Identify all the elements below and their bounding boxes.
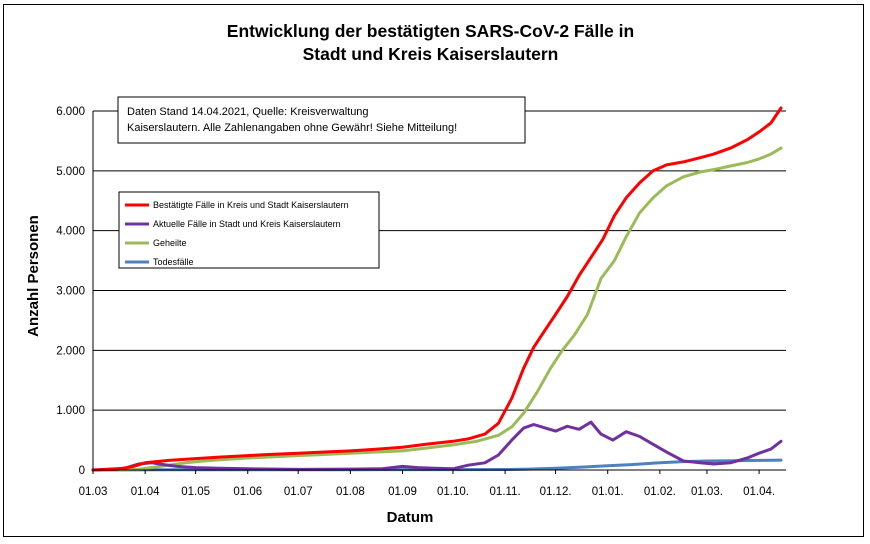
annotation-text: Daten Stand 14.04.2021, Quelle: Kreisver… — [127, 106, 369, 118]
x-tick-label: 01.11. — [490, 486, 521, 498]
legend-label: Aktuelle Fälle in Stadt und Kreis Kaiser… — [153, 219, 341, 229]
y-tick-label: 5.000 — [56, 166, 85, 178]
x-tick-label: 01.03 — [79, 486, 108, 498]
x-tick-label: 01.02. — [644, 486, 676, 498]
legend-frame — [118, 191, 380, 269]
annotation-box: Daten Stand 14.04.2021, Quelle: Kreisver… — [117, 96, 526, 144]
legend: Bestätigte Fälle in Kreis und Stadt Kais… — [118, 191, 380, 269]
x-tick-label: 01.04. — [743, 486, 775, 498]
series-layer — [91, 106, 783, 472]
y-tick-label: 3.000 — [56, 286, 85, 298]
legend-label: Todesfälle — [153, 257, 194, 267]
x-tick-label: 01.09 — [388, 486, 417, 498]
x-tick-label: 01.07 — [284, 486, 313, 498]
series-line — [91, 106, 783, 472]
series-line — [91, 420, 783, 472]
y-axis-title: Anzahl Personen — [25, 215, 42, 337]
y-tick-label: 6.000 — [56, 106, 85, 118]
x-tick-label: 01.03. — [691, 486, 723, 498]
chart-title: Entwicklung der bestätigten SARS-CoV-2 F… — [226, 21, 635, 64]
legend-label: Geheilte — [153, 238, 187, 248]
x-axis-title: Datum — [387, 509, 434, 526]
series-line — [91, 146, 783, 472]
annotation-text: Kaiserslautern. Alle Zahlenangaben ohne … — [127, 122, 457, 134]
y-tick-label: 4.000 — [56, 226, 85, 238]
axis-layer: 0 1.000 2.000 3.000 4.000 5.000 6.000 01.03 01.0… — [56, 106, 786, 498]
x-tick-label: 01.05 — [181, 486, 210, 498]
x-tick-label: 01.04 — [131, 486, 160, 498]
x-tick-label: 01.08 — [336, 486, 365, 498]
x-tick-label: 01.06 — [233, 486, 262, 498]
y-tick-label: 0 — [79, 465, 85, 477]
x-tick-label: 01.01. — [592, 486, 624, 498]
y-tick-label: 1.000 — [56, 405, 85, 417]
x-tick-label: 01.12. — [540, 486, 572, 498]
legend-label: Bestätigte Fälle in Kreis und Stadt Kais… — [153, 200, 349, 210]
y-tick-label: 2.000 — [56, 345, 85, 357]
x-tick-label: 01.10. — [437, 486, 469, 498]
annotation-frame — [117, 96, 526, 144]
